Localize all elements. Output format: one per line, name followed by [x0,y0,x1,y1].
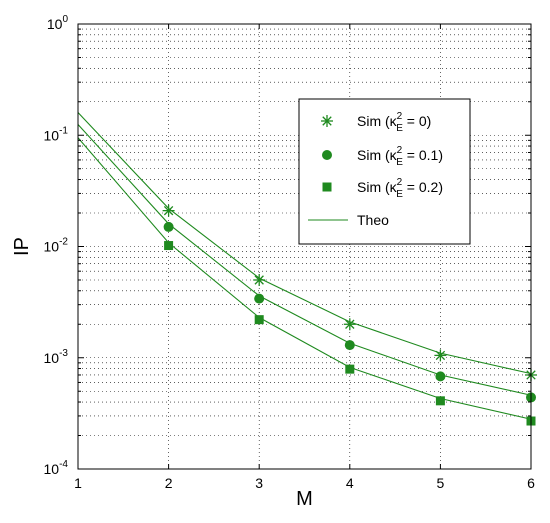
sim-point-asterisk [343,318,356,331]
legend-label: Sim (κ2 E = 0.2) [357,177,443,200]
x-tick-label: 5 [437,475,445,491]
theo-curve [77,137,532,420]
sim-point-asterisk [253,273,266,286]
sim-point-circle [344,340,355,351]
sim-point-asterisk [434,349,447,362]
plot-frame [77,23,532,470]
legend: Sim (κ2 E = 0) Sim (κ2 E = 0.1) Sim (κ2 E = 0… [298,98,471,245]
theo-curve [77,124,532,396]
sim-point-circle [163,221,174,232]
ticks: 1 2 3 4 5 6 10-4 10-3 10-2 10-1 100 [44,14,536,491]
x-tick-label: 4 [346,475,354,491]
sim-point-square [435,396,445,406]
sim-point-square [345,364,355,374]
y-tick-label: 10-4 [44,459,69,477]
legend-label: Sim (κ2 E = 0) [357,111,431,134]
legend-label: Sim (κ2 E = 0.1) [357,145,443,168]
legend-marker-circle [322,150,332,160]
y-tick-label: 10-2 [44,237,69,255]
x-axis-label: M [296,488,313,510]
series-layer [77,112,537,426]
x-tick-label: 1 [74,475,82,491]
theo-curve [77,112,532,375]
sim-point-square [254,315,264,325]
y-tick-label: 10-3 [44,348,69,366]
sim-point-circle [435,371,446,382]
legend-marker-asterisk [321,115,333,127]
grid [78,24,531,469]
y-axis-label: IP [11,237,33,256]
y-tick-label: 10-1 [44,125,69,143]
x-tick-label: 2 [165,475,173,491]
y-tick-label: 100 [47,14,69,32]
legend-label: Theo [357,212,389,228]
x-tick-label: 3 [255,475,263,491]
sim-point-circle [254,293,265,304]
sim-point-square [164,241,174,251]
x-tick-label: 6 [527,475,535,491]
sim-point-asterisk [162,204,175,217]
legend-marker-square [322,182,332,192]
